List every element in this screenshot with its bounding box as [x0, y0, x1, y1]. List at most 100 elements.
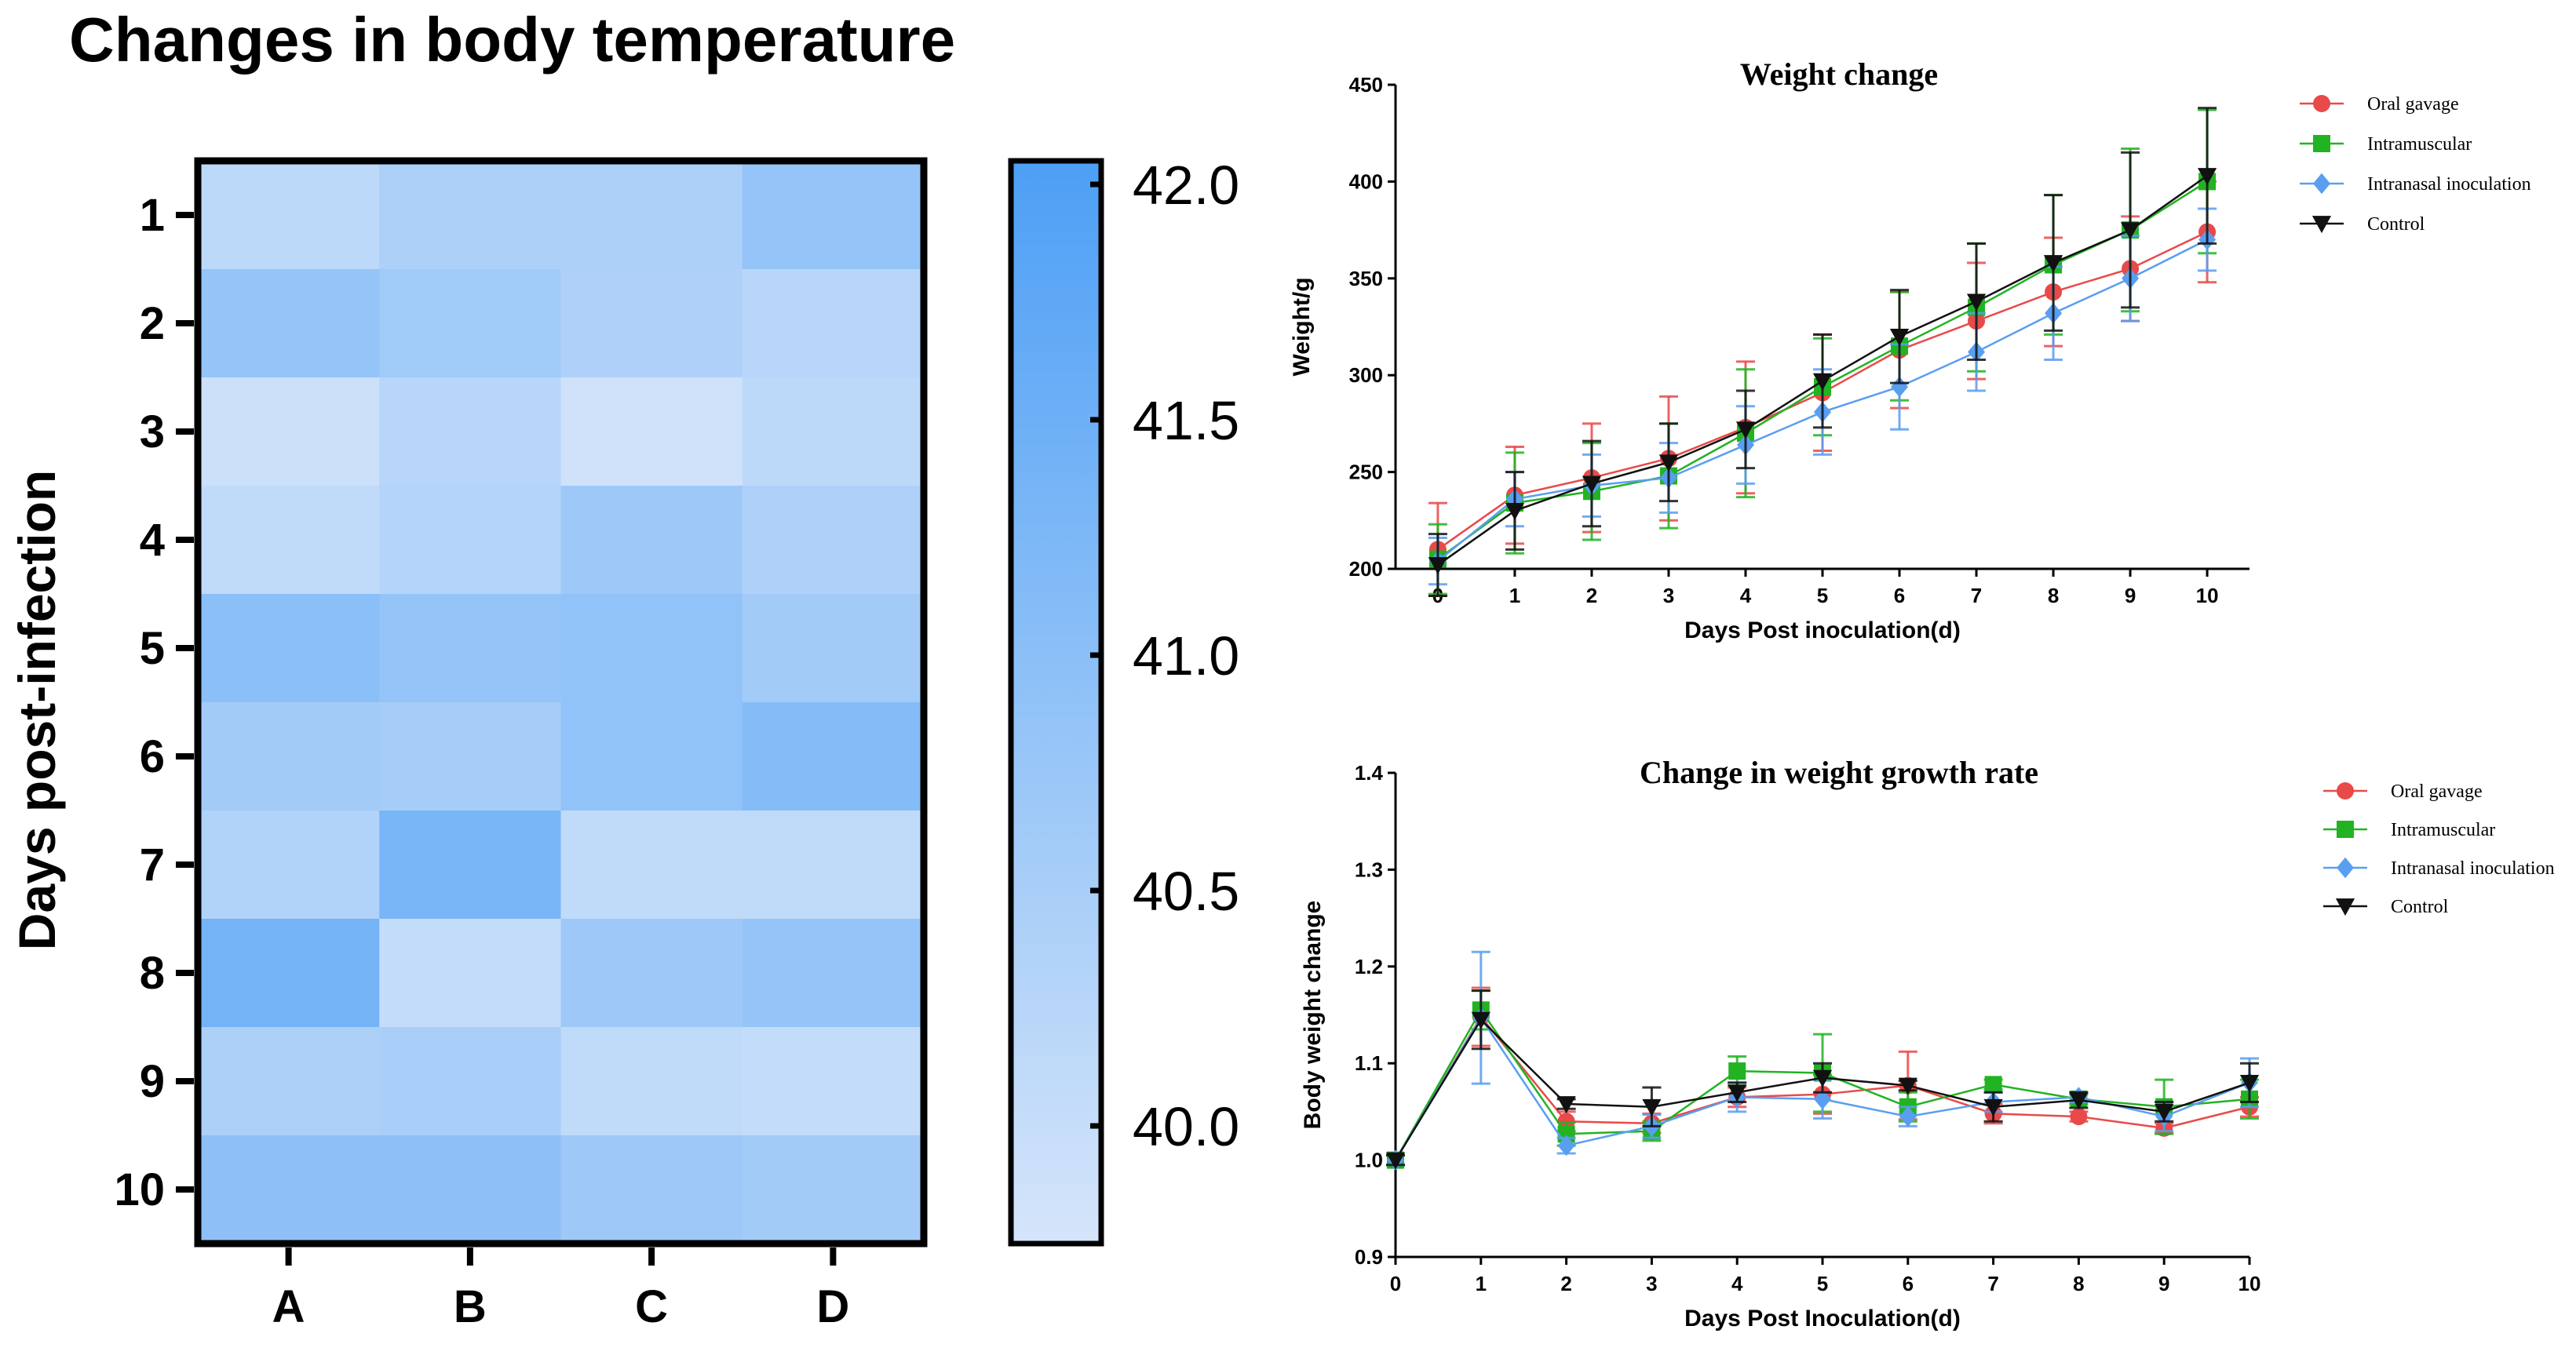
heatmap-cell [379, 161, 561, 270]
legend-label: Intramuscular [2391, 820, 2495, 840]
heatmap-y-tick-label: 3 [140, 406, 165, 457]
legend: Oral gavage Intramuscular Intranasal inocu… [2300, 94, 2531, 235]
legend-marker [2311, 216, 2332, 234]
x-tick-label: 6 [1903, 1272, 1914, 1295]
heatmap-cell [742, 161, 925, 270]
data-point [1385, 1152, 1406, 1170]
y-tick-label: 1.0 [1355, 1149, 1383, 1172]
data-point [2155, 1104, 2174, 1121]
heatmap-cells [198, 161, 925, 1244]
data-point [2197, 168, 2217, 186]
legend-marker [2313, 95, 2330, 112]
heatmap-cell [198, 161, 380, 270]
heatmap-cell [742, 810, 925, 920]
x-tick-label: 2 [1586, 584, 1597, 607]
heatmap-cell [560, 486, 743, 595]
heatmap-x-tick-label: B [454, 1281, 487, 1332]
data-point [1983, 1098, 2003, 1116]
y-axis-label: Body weight change [1300, 901, 1326, 1130]
heatmap-cell [560, 594, 743, 703]
x-tick-label: 9 [2125, 584, 2136, 607]
heatmap-y-tick-label: 2 [140, 298, 165, 349]
x-tick-label: 9 [2158, 1272, 2169, 1295]
data-point [2120, 222, 2140, 240]
legend-marker [2313, 135, 2330, 152]
heatmap-cell [560, 269, 743, 378]
x-tick-label: 3 [1663, 584, 1674, 607]
heatmap-cell [742, 269, 925, 378]
legend-label: Oral gavage [2367, 94, 2459, 115]
heatmap-y-tick-label: 7 [140, 840, 165, 891]
y-axis-label: Weight/g [1289, 277, 1315, 376]
x-tick-label: 7 [1971, 584, 1982, 607]
heatmap-ticks: 1 2 3 4 5 6 7 8 9 10 A B C D [114, 190, 849, 1332]
legend-marker [2337, 782, 2354, 800]
data-point [1812, 373, 1833, 391]
legend-label: Control [2367, 214, 2425, 235]
y-tick-label: 1.3 [1355, 858, 1383, 881]
x-tick-label: 2 [1560, 1272, 1571, 1295]
data-point [1966, 293, 1987, 311]
data-point [2239, 1074, 2260, 1092]
colorbar-tick-label: 42.0 [1133, 155, 1239, 216]
heatmap-cell [742, 486, 925, 595]
heatmap-cell [198, 377, 380, 486]
heatmap-cell [560, 377, 743, 486]
x-tick-label: 4 [1740, 584, 1752, 607]
legend-marker [2313, 173, 2330, 195]
heatmap-cell [742, 1027, 925, 1136]
data-point [1471, 1011, 1491, 1029]
heatmap-cell [379, 1135, 561, 1244]
y-tick-label: 350 [1349, 267, 1383, 290]
legend-label: Intramuscular [2367, 134, 2472, 155]
heatmap-y-tick-label: 8 [140, 948, 165, 999]
heatmap-cell [379, 810, 561, 920]
y-tick-label: 200 [1349, 557, 1383, 581]
data-point [1889, 328, 1910, 346]
heatmap-cell [198, 702, 380, 811]
data-point [1898, 1077, 1917, 1095]
heatmap-y-axis-label: Days post-infection [8, 470, 66, 950]
colorbar-tick-label: 41.5 [1133, 390, 1239, 451]
heatmap-cell [379, 702, 561, 811]
y-tick-label: 1.2 [1355, 955, 1383, 978]
heatmap-cell [742, 377, 925, 486]
line-chart-title: Change in weight growth rate [1640, 755, 2038, 790]
colorbar: 42.0 41.5 41.0 40.5 40.0 [1008, 155, 1239, 1247]
weight-change-chart: Weight change200250300350400450012345678… [1289, 56, 2531, 643]
colorbar-tick-label: 41.0 [1133, 625, 1239, 687]
x-axis-label: Days Post Inoculation(d) [1684, 1306, 1961, 1331]
legend-marker [2335, 898, 2355, 916]
x-tick-label: 10 [2238, 1272, 2261, 1295]
heatmap-y-tick-label: 5 [140, 623, 165, 674]
heatmap-cell [198, 810, 380, 920]
y-tick-label: 300 [1349, 363, 1383, 387]
heatmap-cell [379, 377, 561, 486]
data-point [1812, 1069, 1833, 1087]
heatmap-x-tick-label: C [635, 1281, 668, 1332]
heatmap-cell [379, 1027, 561, 1136]
x-tick-label: 5 [1817, 1272, 1828, 1295]
heatmap-cell [560, 1027, 743, 1136]
data-point [1582, 475, 1602, 494]
y-tick-label: 450 [1349, 73, 1383, 97]
legend-label: Intranasal inoculation [2367, 174, 2531, 195]
colorbar-tick-label: 40.0 [1133, 1096, 1239, 1157]
heatmap-x-tick-label: D [816, 1281, 849, 1332]
heatmap-y-tick-label: 10 [114, 1164, 165, 1215]
heatmap-cell [198, 1135, 380, 1244]
y-tick-label: 400 [1349, 169, 1383, 193]
colorbar-tick-label: 40.5 [1133, 861, 1239, 922]
x-tick-label: 1 [1476, 1272, 1487, 1295]
data-point [1658, 454, 1679, 472]
legend-label: Oral gavage [2391, 781, 2483, 802]
heatmap-chart: Changes in body temperature Days post-in… [8, 5, 1239, 1332]
x-tick-label: 0 [1390, 1272, 1401, 1295]
heatmap-y-tick-label: 1 [140, 190, 165, 241]
x-tick-label: 7 [1987, 1272, 1998, 1295]
x-tick-label: 5 [1817, 584, 1828, 607]
heatmap-cell [560, 810, 743, 920]
legend-marker [2337, 857, 2354, 879]
line-chart-title: Weight change [1740, 56, 1938, 92]
